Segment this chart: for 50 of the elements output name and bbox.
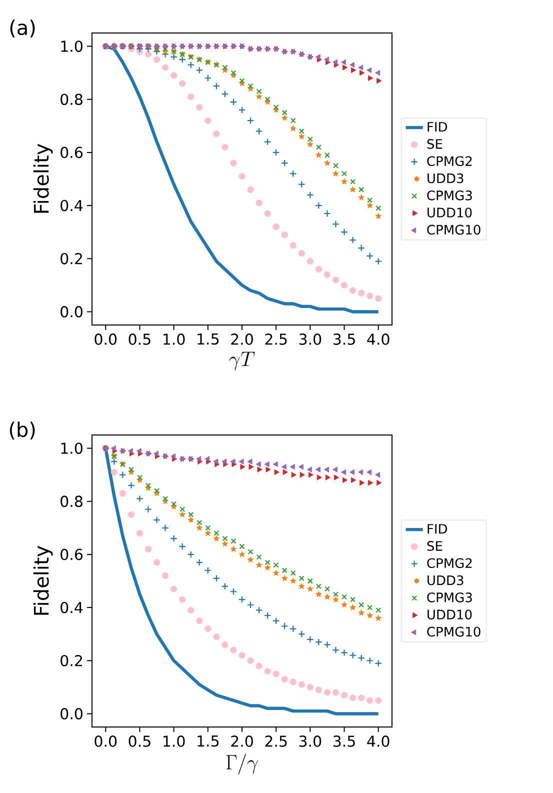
y-tick-label: 0.0 — [60, 708, 82, 720]
y-tick-label: 0.2 — [60, 654, 82, 666]
y-tick-label: 0.6 — [60, 548, 83, 560]
legend-label: CPMG2 — [427, 558, 472, 568]
legend-label: UDD10 — [428, 208, 472, 218]
chart-title: (b) — [10, 422, 35, 440]
y-tick-label: 0.4 — [60, 200, 83, 212]
y-tick-label: 0.8 — [60, 496, 82, 508]
x-axis-title: $\gamma T$ — [229, 352, 255, 370]
legend-label: CPMG10 — [427, 224, 480, 235]
y-tick-label: 0.8 — [60, 94, 82, 106]
legend-label: SE — [427, 139, 442, 149]
x-tick-label: 0.5 — [128, 736, 150, 747]
x-axis-title: $\Gamma/\gamma$ — [226, 754, 258, 774]
legend-label: FID — [428, 122, 448, 132]
x-tick-label: 3.5 — [333, 334, 355, 345]
x-tick-label: 4.0 — [367, 736, 390, 747]
x-tick-label: 0.0 — [94, 736, 117, 747]
legend-label: UDD3 — [428, 575, 464, 586]
x-tick-label: 2.5 — [265, 334, 287, 345]
legend-label: CPMG2 — [427, 156, 472, 166]
x-tick-label: 2.0 — [231, 334, 253, 345]
y-tick-label: 1.0 — [61, 442, 82, 454]
y-tick-label: 0.0 — [60, 306, 82, 318]
x-tick-label: 4.0 — [367, 334, 390, 345]
legend-label: UDD10 — [428, 610, 472, 620]
legend-label: CPMG3 — [427, 190, 472, 200]
y-axis-title: Fidelity — [33, 144, 53, 213]
legend-label: SE — [427, 541, 442, 551]
chart-title: (a) — [10, 20, 35, 38]
x-tick-label: 3.5 — [333, 736, 355, 747]
x-tick-label: 1.5 — [198, 334, 219, 345]
legend-label: FID — [428, 524, 448, 534]
x-tick-label: 3.0 — [299, 736, 322, 747]
y-tick-label: 0.6 — [60, 146, 83, 158]
x-tick-label: 0.0 — [94, 334, 117, 345]
x-tick-label: 3.0 — [299, 334, 322, 345]
y-tick-label: 1.0 — [61, 40, 82, 52]
y-axis-title: Fidelity — [33, 546, 53, 615]
x-tick-label: 0.5 — [128, 334, 150, 345]
x-tick-label: 2.5 — [265, 736, 287, 747]
y-tick-label: 0.2 — [60, 252, 82, 264]
x-tick-label: 2.0 — [231, 736, 253, 747]
x-tick-label: 1.0 — [164, 334, 185, 345]
x-tick-label: 1.0 — [164, 736, 185, 747]
x-tick-label: 1.5 — [198, 736, 219, 747]
legend-label: UDD3 — [428, 173, 464, 184]
legend-label: CPMG10 — [427, 626, 480, 637]
y-tick-label: 0.4 — [60, 602, 83, 614]
legend-label: CPMG3 — [427, 592, 472, 602]
